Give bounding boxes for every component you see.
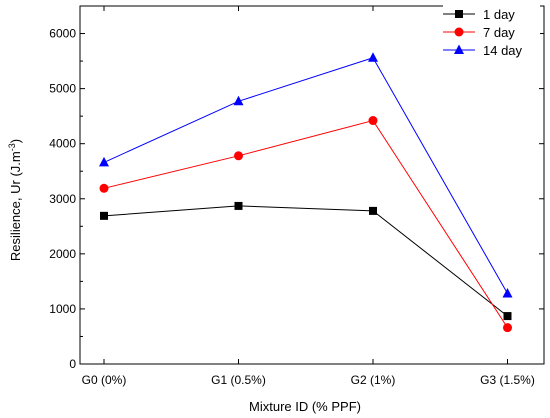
x-axis-title: Mixture ID (% PPF) [249,399,361,414]
y-ticks: 0 1000 2000 3000 4000 5000 6000 [49,27,544,371]
data-point-14-day [233,95,244,106]
data-point-7-day [368,116,378,126]
axes [79,5,545,365]
y-axis-title-superscript: -3 [7,143,17,151]
series-line-1-day [103,205,508,317]
data-point-1-day [369,206,377,215]
data-point-14-day [99,156,109,167]
y-tick-label: 6000 [49,27,76,41]
legend-marker-1-day [455,10,463,18]
data-point-14-day [368,52,378,62]
x-tick-label: G1 (0.5%) [211,373,266,387]
legend-marker-7-day [454,27,464,37]
series-line-14-day [103,57,508,294]
y-axis-title: Resilience, Ur (J.m-3) [7,139,23,261]
y-tick-label: 0 [69,357,76,371]
data-point-7-day [234,151,243,161]
data-point-1-day [503,312,512,321]
plot-frame [79,5,545,365]
x-tick-label: G2 (1%) [351,373,396,387]
legend-label-7-day: 7 day [483,25,515,40]
legend-label-1-day: 1 day [483,7,515,22]
data-point-1-day [100,211,108,220]
x-tick-label: G0 (0%) [82,373,127,387]
y-tick-label: 5000 [49,82,76,96]
data-point-7-day [99,183,109,193]
y-tick-label: 1000 [49,302,76,316]
legend-marker-14-day [454,44,464,54]
y-tick-label: 3000 [49,192,76,206]
legend-label-14-day: 14 day [483,43,523,58]
x-tick-label: G3 (1.5%) [480,373,535,387]
series-line-7-day [103,119,508,328]
y-axis-title-close: ) [8,139,23,143]
x-ticks: G0 (0%) G1 (0.5%) G2 (1%) G3 (1.5%) [82,6,535,387]
legend: 1 day 7 day 14 day [443,4,540,62]
data-point-7-day [503,323,512,333]
y-tick-label: 4000 [49,137,76,151]
y-axis-title-main: Resilience, Ur (J.m [8,151,23,261]
data-point-1-day [234,201,243,210]
y-tick-label: 2000 [49,247,76,261]
data-point-14-day [502,288,513,298]
series-layer [99,52,513,333]
